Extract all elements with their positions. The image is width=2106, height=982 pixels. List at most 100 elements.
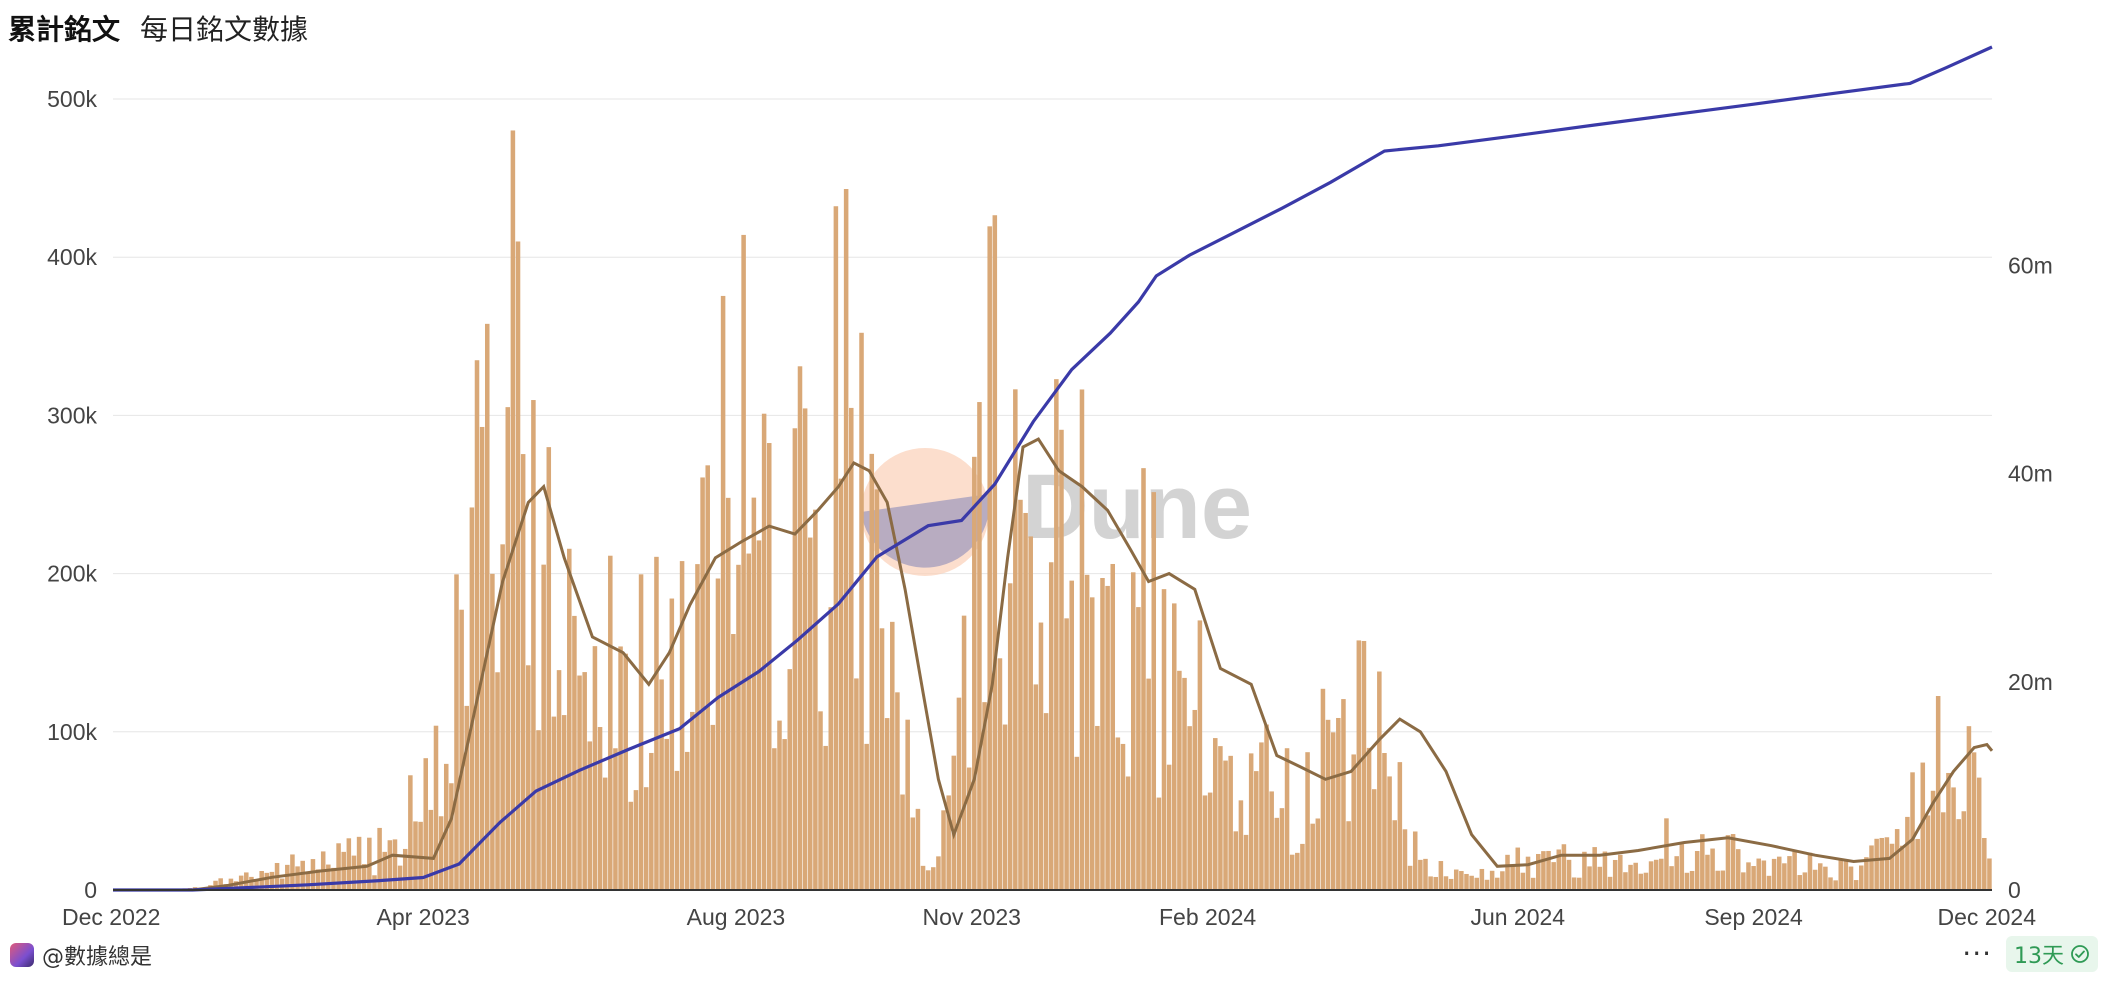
daily-bar <box>838 478 844 890</box>
x-axis: Dec 2022 Apr 2023 Aug 2023 Nov 2023 Feb 2024… <box>62 904 2036 930</box>
daily-bar <box>305 872 311 890</box>
daily-bar <box>1561 844 1567 890</box>
daily-bar <box>1582 851 1587 890</box>
daily-bar <box>695 564 700 890</box>
daily-bar <box>1238 800 1244 890</box>
daily-bar <box>854 678 859 890</box>
x-tick-label: Jun 2024 <box>1470 904 1565 930</box>
tab-cumulative-inscriptions[interactable]: 累計銘文 <box>8 13 121 46</box>
daily-bar <box>1920 762 1926 890</box>
daily-bar <box>1541 851 1546 890</box>
daily-bar <box>1833 880 1838 890</box>
daily-bar <box>905 719 910 890</box>
daily-bar <box>464 705 470 890</box>
daily-bar <box>1859 865 1864 890</box>
daily-bar <box>643 787 649 890</box>
daily-bar <box>1310 823 1315 890</box>
daily-bar <box>582 672 587 890</box>
daily-bar <box>1279 808 1285 890</box>
daily-bar <box>925 870 931 890</box>
daily-bar <box>290 854 295 890</box>
daily-bar <box>1243 834 1249 890</box>
daily-bar <box>1597 866 1603 890</box>
daily-bar <box>1664 818 1669 890</box>
daily-bar <box>1074 756 1080 890</box>
daily-bar <box>1587 866 1592 890</box>
daily-bar <box>1905 816 1910 890</box>
daily-bar <box>638 574 644 890</box>
daily-bar <box>664 738 669 890</box>
daily-bar <box>541 564 546 890</box>
daily-bar <box>910 817 916 890</box>
daily-bar <box>1771 858 1777 890</box>
daily-bar <box>823 745 828 890</box>
daily-bar <box>1418 859 1423 890</box>
daily-bar <box>1448 878 1454 890</box>
daily-bar <box>1156 797 1162 890</box>
daily-bar <box>936 856 941 890</box>
daily-bar <box>1054 379 1059 890</box>
daily-bar <box>1725 835 1731 890</box>
more-options-icon[interactable]: ··· <box>1962 937 1992 970</box>
daily-bar <box>1571 877 1577 890</box>
daily-bar <box>1130 572 1136 890</box>
daily-bar <box>705 465 710 890</box>
daily-bar <box>782 739 787 890</box>
daily-bar <box>1146 678 1151 890</box>
avatar[interactable] <box>10 943 34 967</box>
daily-bar <box>402 848 408 890</box>
daily-bar <box>1925 815 1931 890</box>
daily-bar <box>428 809 434 890</box>
daily-bar <box>1602 851 1608 890</box>
daily-bar <box>1300 843 1305 890</box>
tab-daily-inscriptions[interactable]: 每日銘文數據 <box>140 13 309 46</box>
daily-bar <box>1525 856 1531 890</box>
daily-bar <box>1489 870 1495 890</box>
daily-bar <box>1715 870 1720 890</box>
daily-bar <box>1228 755 1233 890</box>
daily-bar <box>1520 872 1526 890</box>
daily-bar <box>720 295 726 890</box>
daily-bar <box>1618 854 1623 890</box>
daily-bar <box>361 864 367 890</box>
daily-bar <box>1341 699 1346 890</box>
y-right-tick-label: 40m <box>2008 461 2053 487</box>
daily-bar <box>510 130 516 890</box>
daily-bar <box>1874 838 1879 890</box>
daily-bar <box>479 426 485 890</box>
daily-bar <box>1305 752 1310 890</box>
daily-bar <box>1648 861 1654 890</box>
author-name[interactable]: @數據總是 <box>42 945 153 970</box>
y-right-tick-label: 0 <box>2008 877 2021 903</box>
daily-bar <box>351 855 357 890</box>
daily-bar <box>715 578 721 890</box>
daily-bar <box>649 752 654 890</box>
daily-bar <box>1295 852 1300 890</box>
daily-bar <box>1607 876 1613 890</box>
daily-bar <box>526 665 531 890</box>
daily-bar <box>992 215 998 891</box>
daily-bar <box>1546 850 1551 890</box>
daily-bar <box>1684 872 1690 890</box>
daily-bar <box>346 838 352 890</box>
daily-bar <box>1930 790 1936 890</box>
daily-bar <box>818 711 823 890</box>
daily-bar <box>1751 866 1756 890</box>
daily-bar <box>331 867 336 890</box>
daily-bar <box>1469 875 1474 890</box>
daily-bar <box>1325 719 1331 890</box>
daily-bar <box>1264 724 1269 890</box>
daily-bar <box>1730 834 1736 890</box>
daily-bar <box>1500 871 1505 890</box>
daily-bar <box>1023 512 1028 890</box>
daily-bar <box>269 871 275 890</box>
daily-bar <box>736 564 741 890</box>
daily-bar <box>931 867 936 890</box>
daily-bar <box>690 711 695 890</box>
daily-bar <box>1756 858 1761 890</box>
daily-bar <box>1084 574 1090 890</box>
daily-bar <box>1853 880 1859 890</box>
refresh-status-badge[interactable]: 13天 <box>2006 936 2098 972</box>
daily-bar <box>1864 857 1869 890</box>
daily-bar <box>879 628 885 890</box>
